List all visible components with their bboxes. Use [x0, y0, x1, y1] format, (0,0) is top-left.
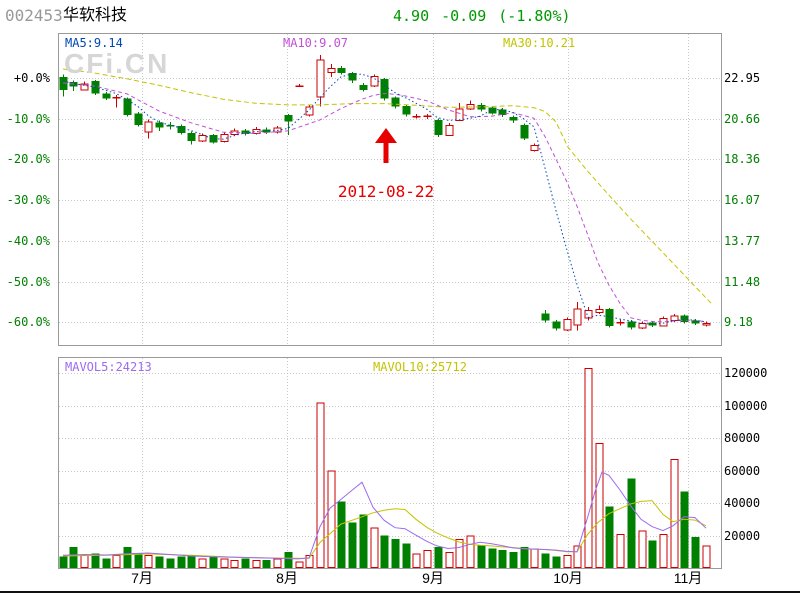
- last-price: 4.90: [393, 7, 430, 25]
- ma10-legend: MA10:9.07: [283, 36, 349, 50]
- volume-axis-label: 60000: [724, 463, 761, 478]
- price-axis-label: 20.66: [724, 111, 761, 126]
- price-axis-label: 16.07: [724, 193, 761, 208]
- mavol10-legend: MAVOL10:25712: [373, 360, 467, 374]
- pct-axis-label: -40.0%: [6, 233, 50, 248]
- volume-axis-label: 120000: [724, 366, 768, 380]
- volume-axis-label: 20000: [724, 528, 761, 543]
- pct-axis-label: -50.0%: [6, 274, 50, 289]
- ma5-legend: MA5:9.14: [65, 36, 123, 50]
- price-axis-label: 9.18: [724, 315, 753, 330]
- month-label: 9月: [422, 570, 444, 586]
- price-axis-label: 11.48: [724, 274, 761, 289]
- ma30-legend: MA30:10.21: [503, 36, 576, 50]
- pct-axis-label: -60.0%: [6, 315, 50, 330]
- pct-axis-label: +0.0%: [13, 71, 50, 85]
- volume-axis-label: 40000: [724, 496, 761, 510]
- quote-line: 4.90 -0.09 (-1.80%): [393, 6, 571, 26]
- price-change-percent: (-1.80%): [498, 7, 571, 25]
- pct-axis-label: -10.0%: [6, 111, 50, 126]
- pct-axis-label: -20.0%: [6, 152, 50, 167]
- month-label: 8月: [276, 570, 298, 586]
- volume-axis-label: 80000: [724, 431, 761, 445]
- stock-name: 华软科技: [63, 7, 128, 24]
- annotation-date-label: 2012-08-22: [337, 182, 435, 201]
- price-axis-label: 22.95: [724, 71, 761, 85]
- month-label: 11月: [673, 570, 703, 586]
- month-label: 10月: [553, 570, 583, 586]
- stock-code: 002453: [5, 6, 63, 25]
- watermark-logo: CFi.CN: [64, 48, 170, 79]
- bottom-divider: [0, 591, 800, 593]
- annotation-arrow: [375, 128, 397, 163]
- price-axis-label: 18.36: [724, 152, 761, 167]
- mavol5-legend: MAVOL5:24213: [65, 360, 152, 374]
- price-change: -0.09: [441, 7, 487, 25]
- month-label: 7月: [131, 570, 153, 586]
- price-axis-label: 13.77: [724, 233, 761, 248]
- pct-axis-label: -30.0%: [6, 193, 50, 208]
- volume-axis-label: 100000: [724, 398, 768, 413]
